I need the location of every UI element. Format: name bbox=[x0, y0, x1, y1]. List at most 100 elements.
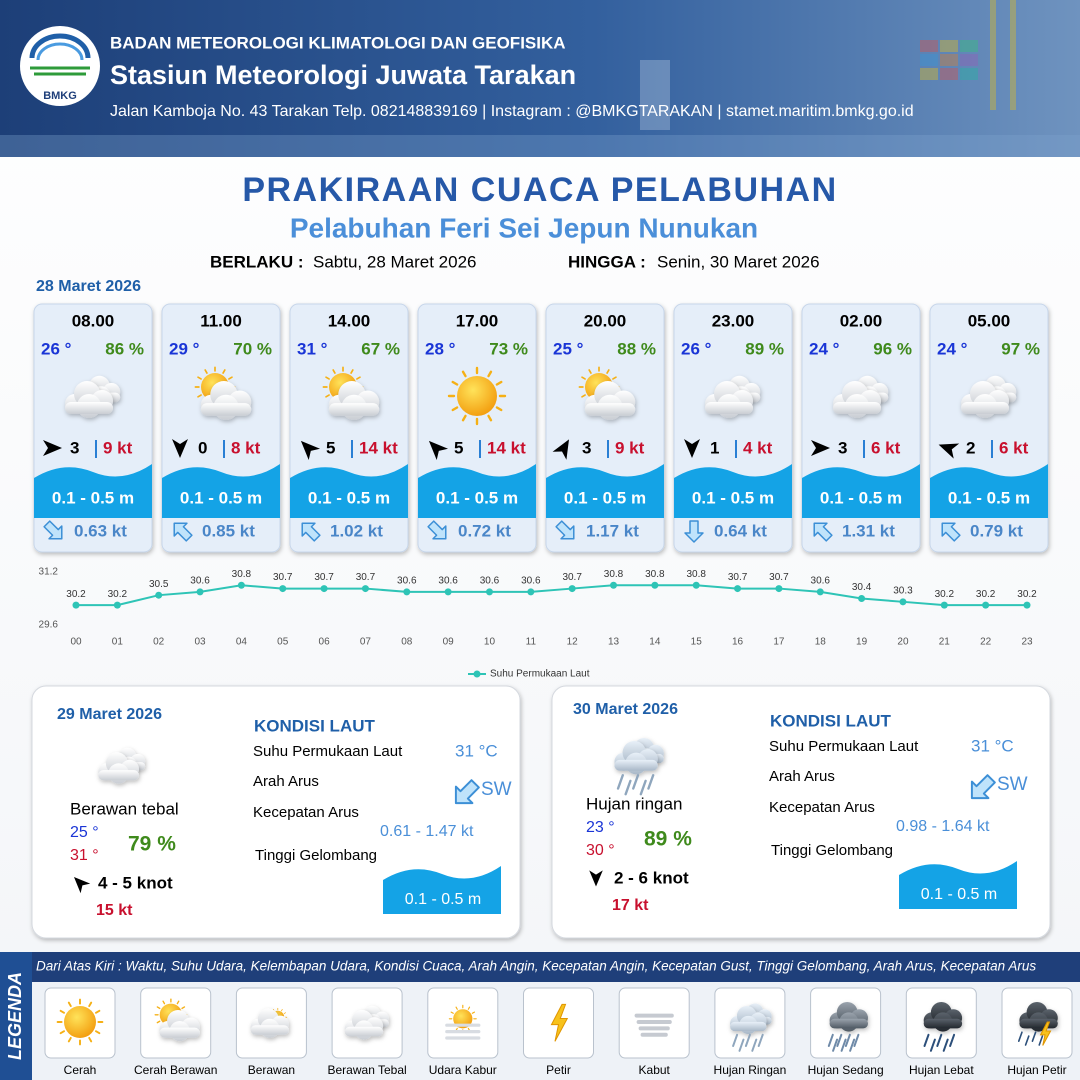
rain-drop bbox=[949, 1033, 956, 1047]
point bbox=[899, 598, 907, 606]
slot-wave: 0.1 - 0.5 m bbox=[180, 488, 262, 507]
sea-wave: 0.1 - 0.5 m bbox=[921, 886, 997, 903]
current-arrow bbox=[43, 520, 63, 540]
x-tick-label: 12 bbox=[567, 637, 579, 648]
weather-icon bbox=[65, 375, 121, 418]
data-label: 30.4 bbox=[852, 582, 872, 593]
sun-ray bbox=[332, 369, 336, 374]
data-label: 30.2 bbox=[108, 589, 128, 600]
header-band bbox=[0, 0, 1080, 157]
legend-description: Dari Atas Kiri : Waktu, Suhu Udara, Kele… bbox=[36, 959, 1036, 974]
point bbox=[940, 601, 948, 609]
sea-label: Arah Arus bbox=[253, 773, 319, 790]
rain-drop bbox=[844, 1033, 851, 1047]
weather-icon bbox=[56, 998, 104, 1046]
x-tick-label: 20 bbox=[897, 637, 909, 648]
weather-icon bbox=[578, 366, 636, 420]
rain-drop bbox=[923, 1033, 930, 1047]
x-tick-label: 01 bbox=[112, 637, 124, 648]
rain-drop bbox=[929, 1038, 936, 1052]
slot-humidity: 88 % bbox=[617, 339, 656, 358]
weather-icon bbox=[194, 366, 252, 420]
wave bbox=[899, 861, 1017, 909]
slot-wind: 3 bbox=[582, 438, 591, 457]
lightning bbox=[1039, 1021, 1052, 1046]
sun-ray bbox=[495, 380, 503, 386]
x-tick-label: 14 bbox=[649, 637, 661, 648]
sun bbox=[64, 1006, 96, 1038]
day-wind: 2 - 6 knot bbox=[614, 868, 689, 887]
sun-ray bbox=[228, 376, 233, 380]
cloud bbox=[65, 381, 113, 418]
sun-ray bbox=[197, 376, 202, 380]
cloud bbox=[961, 381, 1009, 418]
rain-drop bbox=[751, 1038, 758, 1052]
slot-gust: 6 kt bbox=[999, 438, 1029, 457]
valid-to-label: HINGGA : bbox=[568, 252, 646, 271]
cloud bbox=[705, 381, 753, 418]
slot-wave: 0.1 - 0.5 m bbox=[820, 488, 902, 507]
contact: Jalan Kamboja No. 43 Tarakan Telp. 08214… bbox=[110, 103, 914, 120]
slot-temperature: 26 ° bbox=[681, 339, 712, 358]
x-tick-label: 22 bbox=[980, 637, 992, 648]
sun-ray bbox=[455, 1006, 458, 1010]
slot-humidity: 70 % bbox=[233, 339, 272, 358]
day-condition: Hujan ringan bbox=[586, 794, 682, 813]
sun-ray bbox=[451, 406, 459, 412]
slot-wind: 1 bbox=[710, 438, 719, 457]
wind-arrow bbox=[552, 439, 569, 460]
slot-gust: 6 kt bbox=[871, 438, 901, 457]
sun-ray bbox=[156, 1006, 161, 1010]
current-arrow bbox=[301, 522, 321, 542]
point bbox=[485, 588, 493, 596]
x-tick-label: 05 bbox=[277, 637, 289, 648]
data-label: 30.2 bbox=[935, 589, 955, 600]
rain-drop bbox=[1017, 1031, 1023, 1042]
sun-ray bbox=[325, 376, 330, 380]
x-tick-label: 07 bbox=[360, 637, 372, 648]
point bbox=[444, 588, 452, 596]
weather-icon bbox=[550, 1003, 569, 1042]
station: Stasiun Meteorologi Juwata Tarakan bbox=[110, 60, 576, 90]
slot-gust: 9 kt bbox=[103, 438, 133, 457]
wave bbox=[383, 866, 501, 914]
cloud bbox=[730, 1005, 767, 1035]
weather-icon bbox=[98, 747, 146, 784]
weather-icon bbox=[445, 1004, 481, 1040]
data-label: 30.2 bbox=[976, 589, 996, 600]
slot-wind: 0 bbox=[198, 438, 207, 457]
sun-ray bbox=[59, 1030, 66, 1035]
wave bbox=[34, 464, 152, 518]
data-label: 30.3 bbox=[893, 585, 913, 596]
sun-ray bbox=[467, 1006, 471, 1010]
x-tick-label: 21 bbox=[939, 637, 951, 648]
cloud-part bbox=[705, 402, 753, 414]
weather-icon bbox=[961, 375, 1017, 418]
x-tick-label: 11 bbox=[526, 637, 537, 648]
slot-time: 17.00 bbox=[456, 311, 499, 330]
weather-icon bbox=[833, 375, 889, 418]
slot-time: 02.00 bbox=[840, 311, 883, 330]
slot-temperature: 24 ° bbox=[937, 339, 968, 358]
day-temp-max: 30 ° bbox=[586, 842, 615, 859]
cloud-part bbox=[829, 1018, 868, 1029]
day-temp-min: 25 ° bbox=[70, 824, 99, 841]
wind-arrow bbox=[43, 440, 62, 456]
logo-disc bbox=[20, 26, 100, 106]
data-label: 30.2 bbox=[66, 589, 86, 600]
cloud-part bbox=[614, 759, 658, 771]
point bbox=[692, 581, 700, 589]
x-tick-label: 17 bbox=[773, 637, 785, 648]
rain-drop bbox=[936, 1033, 943, 1047]
day-humidity: 89 % bbox=[644, 828, 692, 851]
sea-current-speed: 0.98 - 1.64 kt bbox=[896, 818, 990, 835]
legend-label: LEGENDA bbox=[5, 972, 25, 1060]
legend-side bbox=[0, 952, 32, 1080]
sea-sst: 31 °C bbox=[971, 736, 1014, 755]
data-label: 30.5 bbox=[149, 579, 169, 590]
legend-item: Udara Kabur bbox=[429, 1063, 497, 1077]
slot-wind: 3 bbox=[838, 438, 847, 457]
rain-drop bbox=[836, 1033, 843, 1047]
